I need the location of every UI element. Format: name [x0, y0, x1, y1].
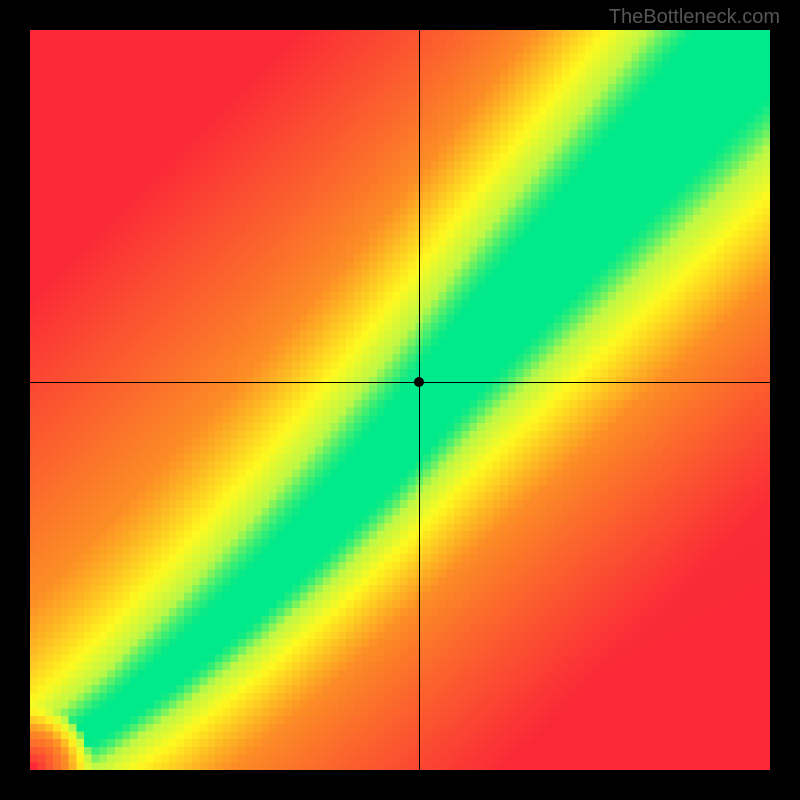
heatmap-plot-area — [30, 30, 770, 770]
watermark-text: TheBottleneck.com — [609, 6, 780, 29]
crosshair-vertical — [419, 30, 420, 770]
heatmap-canvas — [30, 30, 770, 770]
intersection-marker — [414, 377, 424, 387]
crosshair-horizontal — [30, 382, 770, 383]
